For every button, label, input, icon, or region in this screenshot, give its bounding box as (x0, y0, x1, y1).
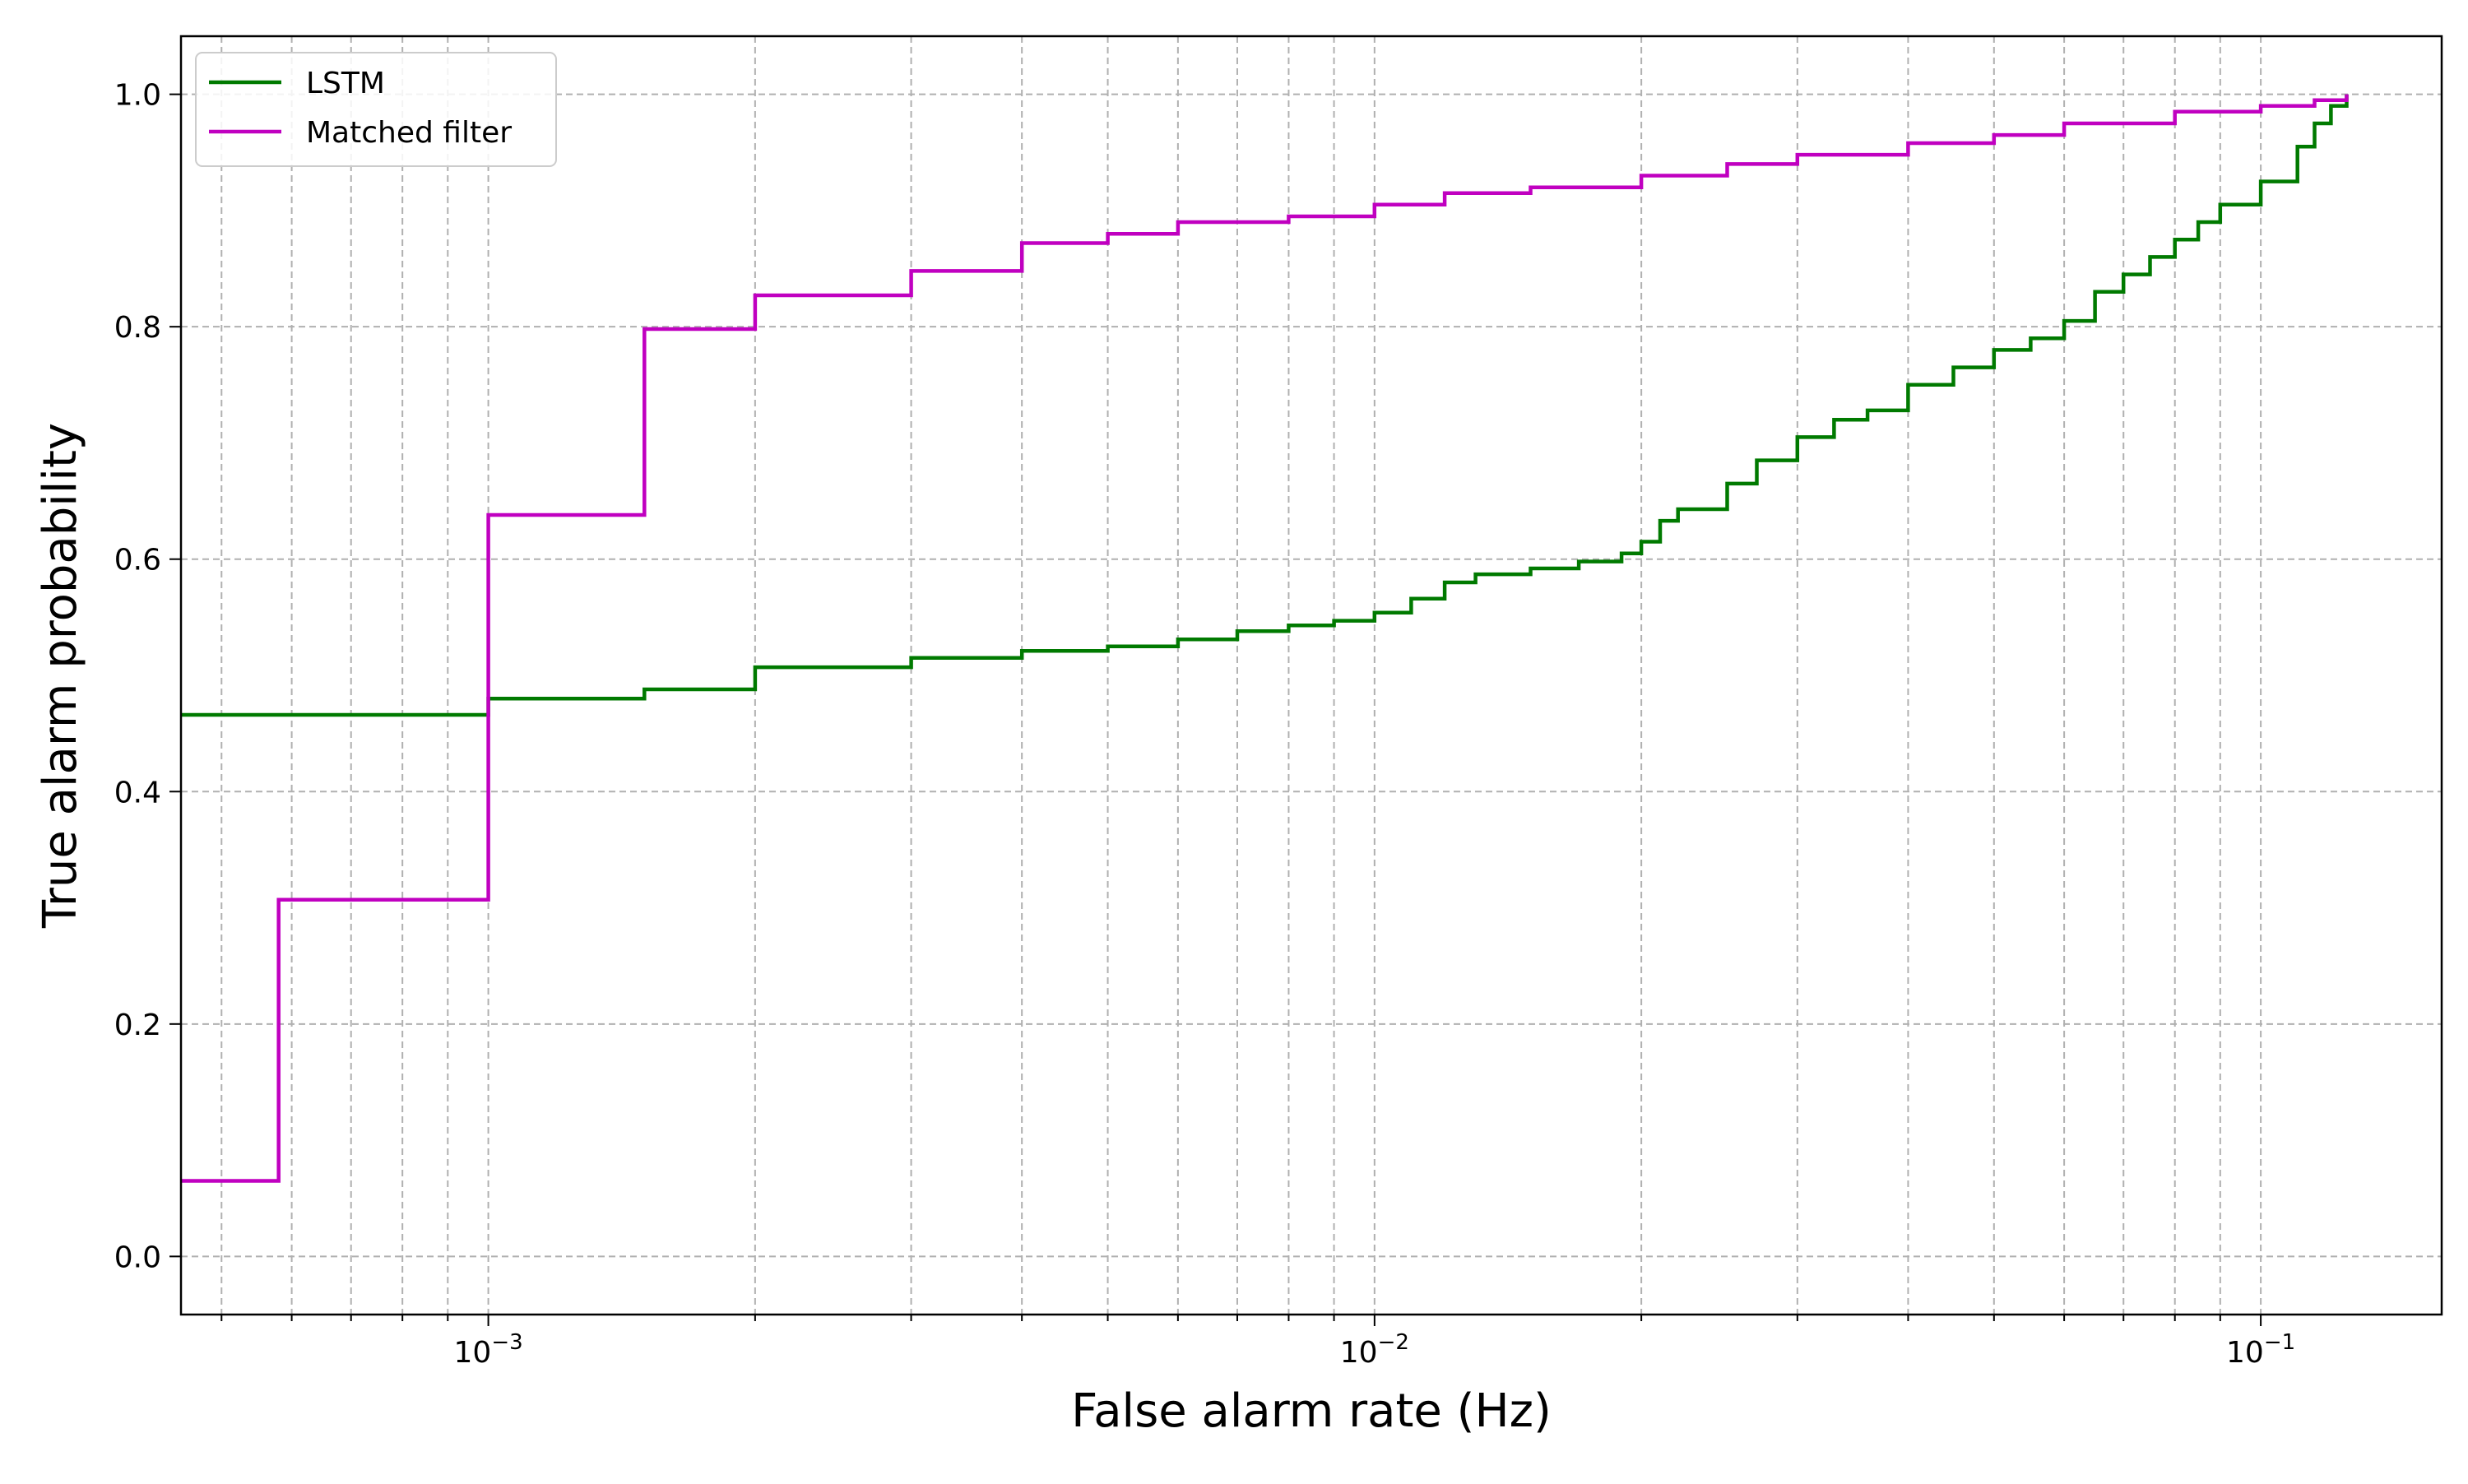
y-axis-label: True alarm probability (34, 423, 87, 929)
legend: LSTM Matched filter (195, 52, 557, 167)
legend-label: Matched filter (306, 116, 512, 150)
legend-label: LSTM (306, 67, 385, 100)
y-tick-label: 1.0 (114, 79, 161, 113)
y-tick-label: 0.6 (114, 544, 161, 577)
grid (181, 36, 2442, 1315)
x-tick-label: 10−1 (2226, 1330, 2295, 1370)
ticks: 10−3 10−2 10−1 0.0 0.2 0.4 0.6 0.8 1.0 (114, 79, 2295, 1370)
axes-frame (179, 35, 2443, 1316)
y-tick-label: 0.4 (114, 776, 161, 809)
series-line-lstm (181, 94, 2349, 717)
x-tick-label: 10−3 (454, 1330, 523, 1370)
series-layer (181, 94, 2349, 1183)
x-axis-label: False alarm rate (Hz) (1071, 1384, 1552, 1438)
y-tick-label: 0.2 (114, 1009, 161, 1042)
series-line-matched-filter (181, 94, 2349, 1183)
x-tick-label: 10−2 (1340, 1330, 1409, 1370)
y-tick-label: 0.0 (114, 1241, 161, 1274)
y-tick-label: 0.8 (114, 311, 161, 345)
legend-box (195, 52, 557, 167)
